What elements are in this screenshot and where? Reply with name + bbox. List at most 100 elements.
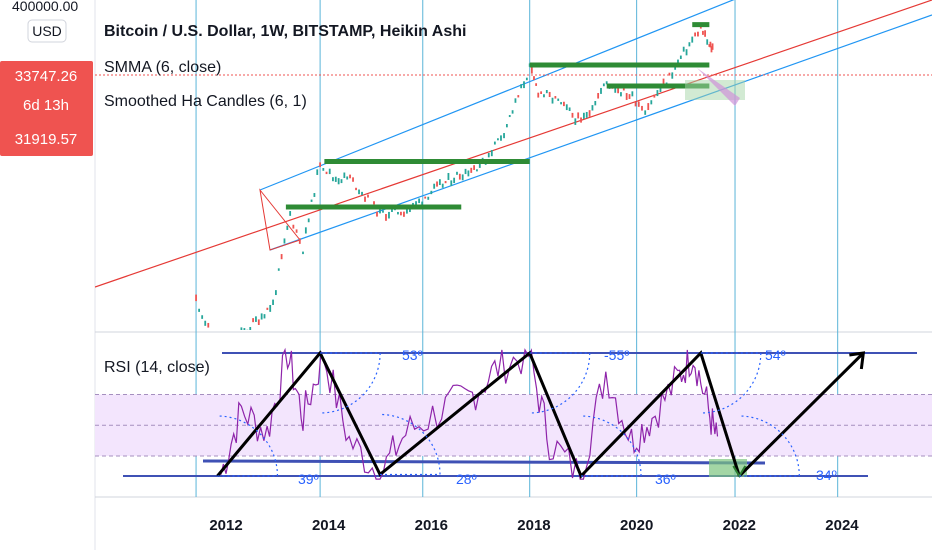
price-candle: [295, 229, 298, 233]
price-candle: [364, 196, 366, 202]
price-candle: [235, 337, 237, 343]
price-candle: [617, 87, 620, 94]
price-candle: [473, 165, 475, 170]
price-candle: [450, 180, 453, 187]
price-candle: [525, 77, 528, 81]
channel-upper-line: [259, 0, 735, 191]
price-candle: [346, 176, 349, 180]
price-candle: [406, 209, 408, 214]
rsi-angle-arc: [320, 352, 381, 414]
price-candle: [628, 94, 631, 99]
price-candle: [634, 101, 637, 107]
bar-countdown: 6d 13h: [23, 97, 69, 114]
price-candle: [548, 91, 551, 97]
price-candle: [217, 348, 219, 350]
price-candle: [557, 98, 560, 101]
price-candle: [545, 90, 548, 94]
channel-left-box: [259, 188, 301, 251]
price-candle: [316, 169, 319, 175]
price-candle: [313, 193, 316, 197]
price-candle: [709, 41, 712, 48]
price-candle: [500, 135, 502, 141]
price-candle: [343, 172, 346, 179]
secondary-price-value: 31919.57: [15, 131, 78, 148]
price-candle: [644, 110, 647, 115]
price-candle: [691, 36, 694, 43]
price-candle: [706, 39, 709, 45]
price-candle: [266, 307, 269, 310]
rsi-projection-arrowhead: [849, 351, 866, 370]
price-candle: [582, 112, 585, 119]
price-candle: [602, 83, 605, 87]
price-candle: [656, 90, 659, 97]
price-candle: [376, 211, 378, 217]
price-candle: [283, 238, 286, 244]
rsi-projection-line: [738, 351, 865, 478]
time-axis-label: 2014: [312, 517, 346, 534]
price-candle: [605, 81, 608, 85]
price-candle: [456, 171, 458, 175]
price-candle: [679, 55, 682, 59]
price-candle: [520, 84, 523, 89]
price-candle: [436, 181, 438, 187]
price-candle: [418, 198, 420, 204]
price-candle: [453, 177, 456, 184]
price-candle: [403, 211, 405, 217]
unit-button[interactable]: [27, 19, 67, 43]
price-candle: [470, 167, 473, 173]
price-candle: [677, 59, 679, 65]
price-candle: [263, 314, 266, 319]
price-candle: [302, 251, 304, 255]
price-candle: [588, 110, 591, 117]
time-axis-label: 2024: [825, 517, 859, 534]
price-candle: [352, 177, 354, 182]
price-candle: [257, 319, 260, 325]
price-candle: [461, 174, 464, 181]
price-candle: [319, 162, 322, 167]
unit-label: USD: [32, 23, 62, 39]
price-axis: 400000.00 USD 33747.26 6d 13h 31919.57: [0, 0, 93, 156]
price-candle: [704, 30, 706, 37]
time-axis: 2012 2014 2016 2018 2020 2022 2024: [209, 517, 859, 534]
rsi-title[interactable]: RSI (14, close): [104, 359, 210, 376]
price-candle: [467, 170, 470, 177]
price-candle: [289, 211, 292, 216]
price-candle: [427, 196, 430, 200]
indicator-smma-label[interactable]: SMMA (6, close): [104, 59, 221, 76]
price-candle: [631, 91, 634, 97]
price-candle: [349, 174, 351, 179]
price-candle: [647, 103, 650, 111]
price-candle: [391, 208, 393, 213]
price-candle: [560, 102, 562, 105]
price-candle: [229, 341, 231, 347]
price-candle: [310, 199, 313, 202]
price-candle: [503, 133, 505, 139]
price-candle: [438, 179, 441, 186]
price-candle: [517, 95, 520, 98]
price-candle: [195, 294, 197, 302]
price-candle: [328, 168, 331, 175]
price-candle: [577, 112, 580, 119]
price-candle: [243, 328, 246, 330]
price-candle: [255, 316, 257, 322]
price-candle: [367, 194, 369, 198]
indicator-ha-label[interactable]: Smoothed Ha Candles (6, 1): [104, 93, 307, 110]
price-candle: [464, 168, 467, 175]
price-candle: [508, 115, 511, 118]
price-candle: [614, 87, 617, 93]
price-candle: [708, 44, 711, 47]
rsi-angle-label: 54º: [765, 347, 786, 363]
time-axis-label: 2020: [620, 517, 653, 534]
price-candle: [702, 30, 704, 35]
price-candle: [334, 176, 337, 182]
price-candle: [275, 290, 277, 296]
price-candle: [441, 183, 444, 188]
price-candle: [252, 318, 254, 323]
price-candle: [511, 110, 514, 114]
price-candle: [523, 81, 525, 89]
price-candle: [476, 169, 478, 172]
price-candle: [697, 31, 699, 37]
price-candle: [543, 94, 545, 98]
price-candle: [272, 299, 274, 305]
